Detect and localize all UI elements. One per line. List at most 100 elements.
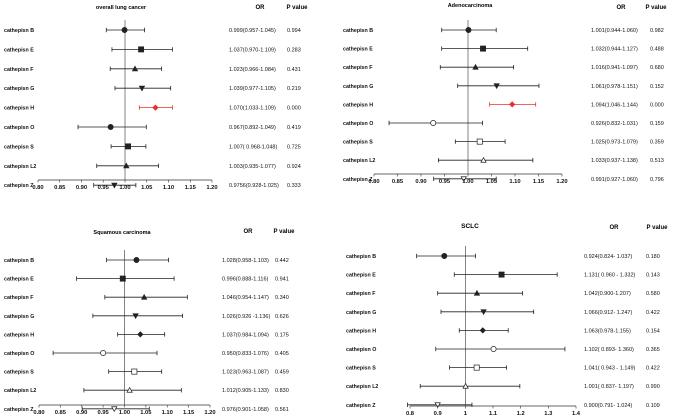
p-value-text: 0.283: [287, 47, 301, 53]
or-ci-text: 0.991(0.927-1.060): [591, 177, 638, 183]
x-axis: 0.8 0.9 1 1.1 1.2 1.3 1.4: [406, 405, 581, 417]
row-label: cathepisn S: [4, 370, 34, 376]
p-value-text: 0.580: [646, 291, 660, 297]
x-tick-label: 0.80: [33, 410, 44, 416]
forest-row: cathepisn H 1.063(0.978-1.155) 0.154: [346, 327, 660, 334]
or-ci-text: 1.033(0.937-1.138): [591, 158, 638, 164]
panel-title: SCLC: [461, 223, 479, 230]
forest-row: cathepisn F 1.016(0.941-1.097) 0.680: [343, 63, 664, 71]
or-ci-text: 1.066(0.912- 1.247): [584, 310, 632, 316]
x-tick-label: 1.05: [486, 179, 498, 185]
or-ci-text: 1.042(0.900-1.207): [584, 291, 631, 297]
or-point-5: [430, 120, 437, 126]
p-value-text: 0.561: [275, 407, 289, 413]
row-label: cathepisn F: [4, 295, 34, 301]
forest-row: cathepisn Z 0.976(0.901-1.058) 0.561: [4, 406, 289, 413]
x-tick-label: 1.20: [204, 410, 215, 416]
or-ci-text: 0.924(0.824- 1.037): [584, 254, 632, 260]
or-ci-text: 1.001(0.944-1.060): [591, 28, 638, 34]
or-ci-text: 0.9756(0.928-1.025): [229, 183, 279, 189]
forest-rows: cathepisn B 1.001(0.944-1.060) 0.982cathep…: [343, 20, 664, 183]
or-point-0: [133, 257, 140, 263]
p-value-text: 0.365: [646, 347, 660, 353]
p-value-text: 0.152: [650, 84, 664, 90]
or-point-3: [493, 83, 500, 90]
panel-title: Squamous carcinoma: [93, 230, 151, 236]
p-value-text: 0.175: [275, 332, 289, 338]
panel-adenocarcinoma: Adenocarcinoma OR P value cathepisn B 1.0…: [343, 3, 667, 185]
or-point-2: [140, 293, 148, 300]
p-value-text: 0.154: [646, 328, 660, 334]
forest-row: cathepisn H 1.037(0.984-1.094) 0.175: [4, 331, 289, 338]
or-ci-text: 1.012(0.905-1.133): [222, 388, 269, 394]
x-tick-label: 1.10: [162, 410, 173, 416]
or-column-header: OR: [610, 225, 620, 231]
row-label: cathepisn G: [4, 314, 34, 320]
or-ci-text: 1.023(0.966-1.084): [229, 67, 276, 73]
or-point-0: [121, 27, 128, 33]
or-point-4: [152, 104, 159, 111]
forest-row: cathepisn G 1.061(0.978-1.151) 0.152: [343, 83, 664, 90]
x-tick-label: 1.1: [489, 411, 498, 417]
x-tick-label: 0.8: [406, 411, 415, 417]
x-tick-label: 0.95: [439, 179, 451, 185]
forest-row: cathepisn O 0.926(0.832-1.031) 0.159: [343, 120, 664, 127]
or-ci-text: 0.950(0.833-1.076): [222, 351, 269, 357]
forest-row: cathepisn S 1.025(0.973-1.079) 0.359: [343, 138, 664, 146]
or-point-7: [126, 386, 133, 393]
forest-row: cathepisn B 1.028(0.958-1.103) 0.442: [4, 257, 289, 264]
x-tick-label: 0.85: [392, 179, 404, 185]
row-label: cathepisn L2: [4, 388, 36, 394]
or-point-8: [460, 176, 467, 183]
row-label: cathepisn L2: [4, 164, 36, 170]
forest-row: cathepisn G 1.026(0.926 -1.136) 0.626: [4, 313, 289, 320]
x-tick-label: 1.20: [206, 185, 217, 191]
p-value-text: 0.725: [287, 144, 301, 150]
or-column-header: OR: [617, 5, 627, 11]
forest-rows: cathepisn B 1.028(0.958-1.103) 0.442 cathep…: [4, 250, 289, 413]
row-label: cathepisn B: [346, 254, 376, 260]
p-value-text: 0.405: [275, 351, 289, 357]
forest-row: cathepisn L2 1.001( 0.837- 1.197) 0.990: [346, 382, 660, 390]
forest-row: cathepisn Z 0.9756(0.928-1.025) 0.333: [4, 182, 301, 189]
or-point-3: [480, 309, 487, 316]
or-ci-text: 1.039(0.977-1.105): [229, 86, 276, 92]
or-ci-text: 0.996(0.888-1.116): [222, 277, 269, 283]
or-point-6: [131, 368, 138, 375]
p-value-text: 0.333: [287, 183, 301, 189]
or-point-5: [107, 124, 114, 130]
x-tick-label: 1.00: [119, 185, 130, 191]
or-point-5: [100, 350, 107, 356]
row-label: cathepisn Z: [4, 183, 34, 189]
x-tick-label: 0.80: [368, 179, 379, 185]
x-tick-label: 1.10: [163, 185, 174, 191]
row-label: cathepisn G: [346, 310, 376, 316]
p-value-text: 0.000: [287, 106, 301, 112]
p-value-text: 0.488: [650, 47, 664, 53]
x-tick-label: 0.90: [76, 410, 87, 416]
forest-row: cathepisn O 1.102( 0.893- 1.360) 0.365: [346, 346, 660, 353]
p-value-text: 0.830: [275, 388, 289, 394]
forest-row: cathepisn B 0.924(0.824- 1.037) 0.180: [346, 253, 660, 260]
x-tick-label: 0.80: [32, 185, 43, 191]
p-value-column-header: P value: [274, 229, 296, 235]
p-value-text: 0.680: [650, 65, 664, 71]
x-tick-label: 1.20: [556, 179, 567, 185]
forest-row: cathepisn E 1.131( 0.960 - 1.332) 0.143: [346, 271, 660, 279]
p-value-text: 0.796: [650, 177, 664, 183]
row-label: cathepisn Z: [343, 177, 373, 183]
x-tick-label: 0.95: [98, 185, 110, 191]
or-ci-text: 1.037(0.984-1.094): [222, 332, 269, 338]
row-label: cathepisn Z: [4, 407, 34, 413]
p-value-text: 0.990: [646, 384, 660, 390]
or-column-header: OR: [244, 229, 254, 235]
or-ci-text: 1.041( 0.943 - 1.149): [584, 366, 636, 372]
p-value-text: 0.219: [287, 86, 301, 92]
forest-row: cathepisn H 1.094(1.046-1.144) 0.000: [343, 101, 664, 108]
or-column-header: OR: [256, 5, 266, 11]
x-tick-label: 1.2: [517, 411, 525, 417]
x-tick-label: 0.90: [415, 179, 426, 185]
or-point-7: [123, 162, 130, 169]
or-point-4: [509, 101, 516, 108]
forest-row: cathepisn E 1.037(0.970-1.109) 0.283: [4, 46, 301, 53]
